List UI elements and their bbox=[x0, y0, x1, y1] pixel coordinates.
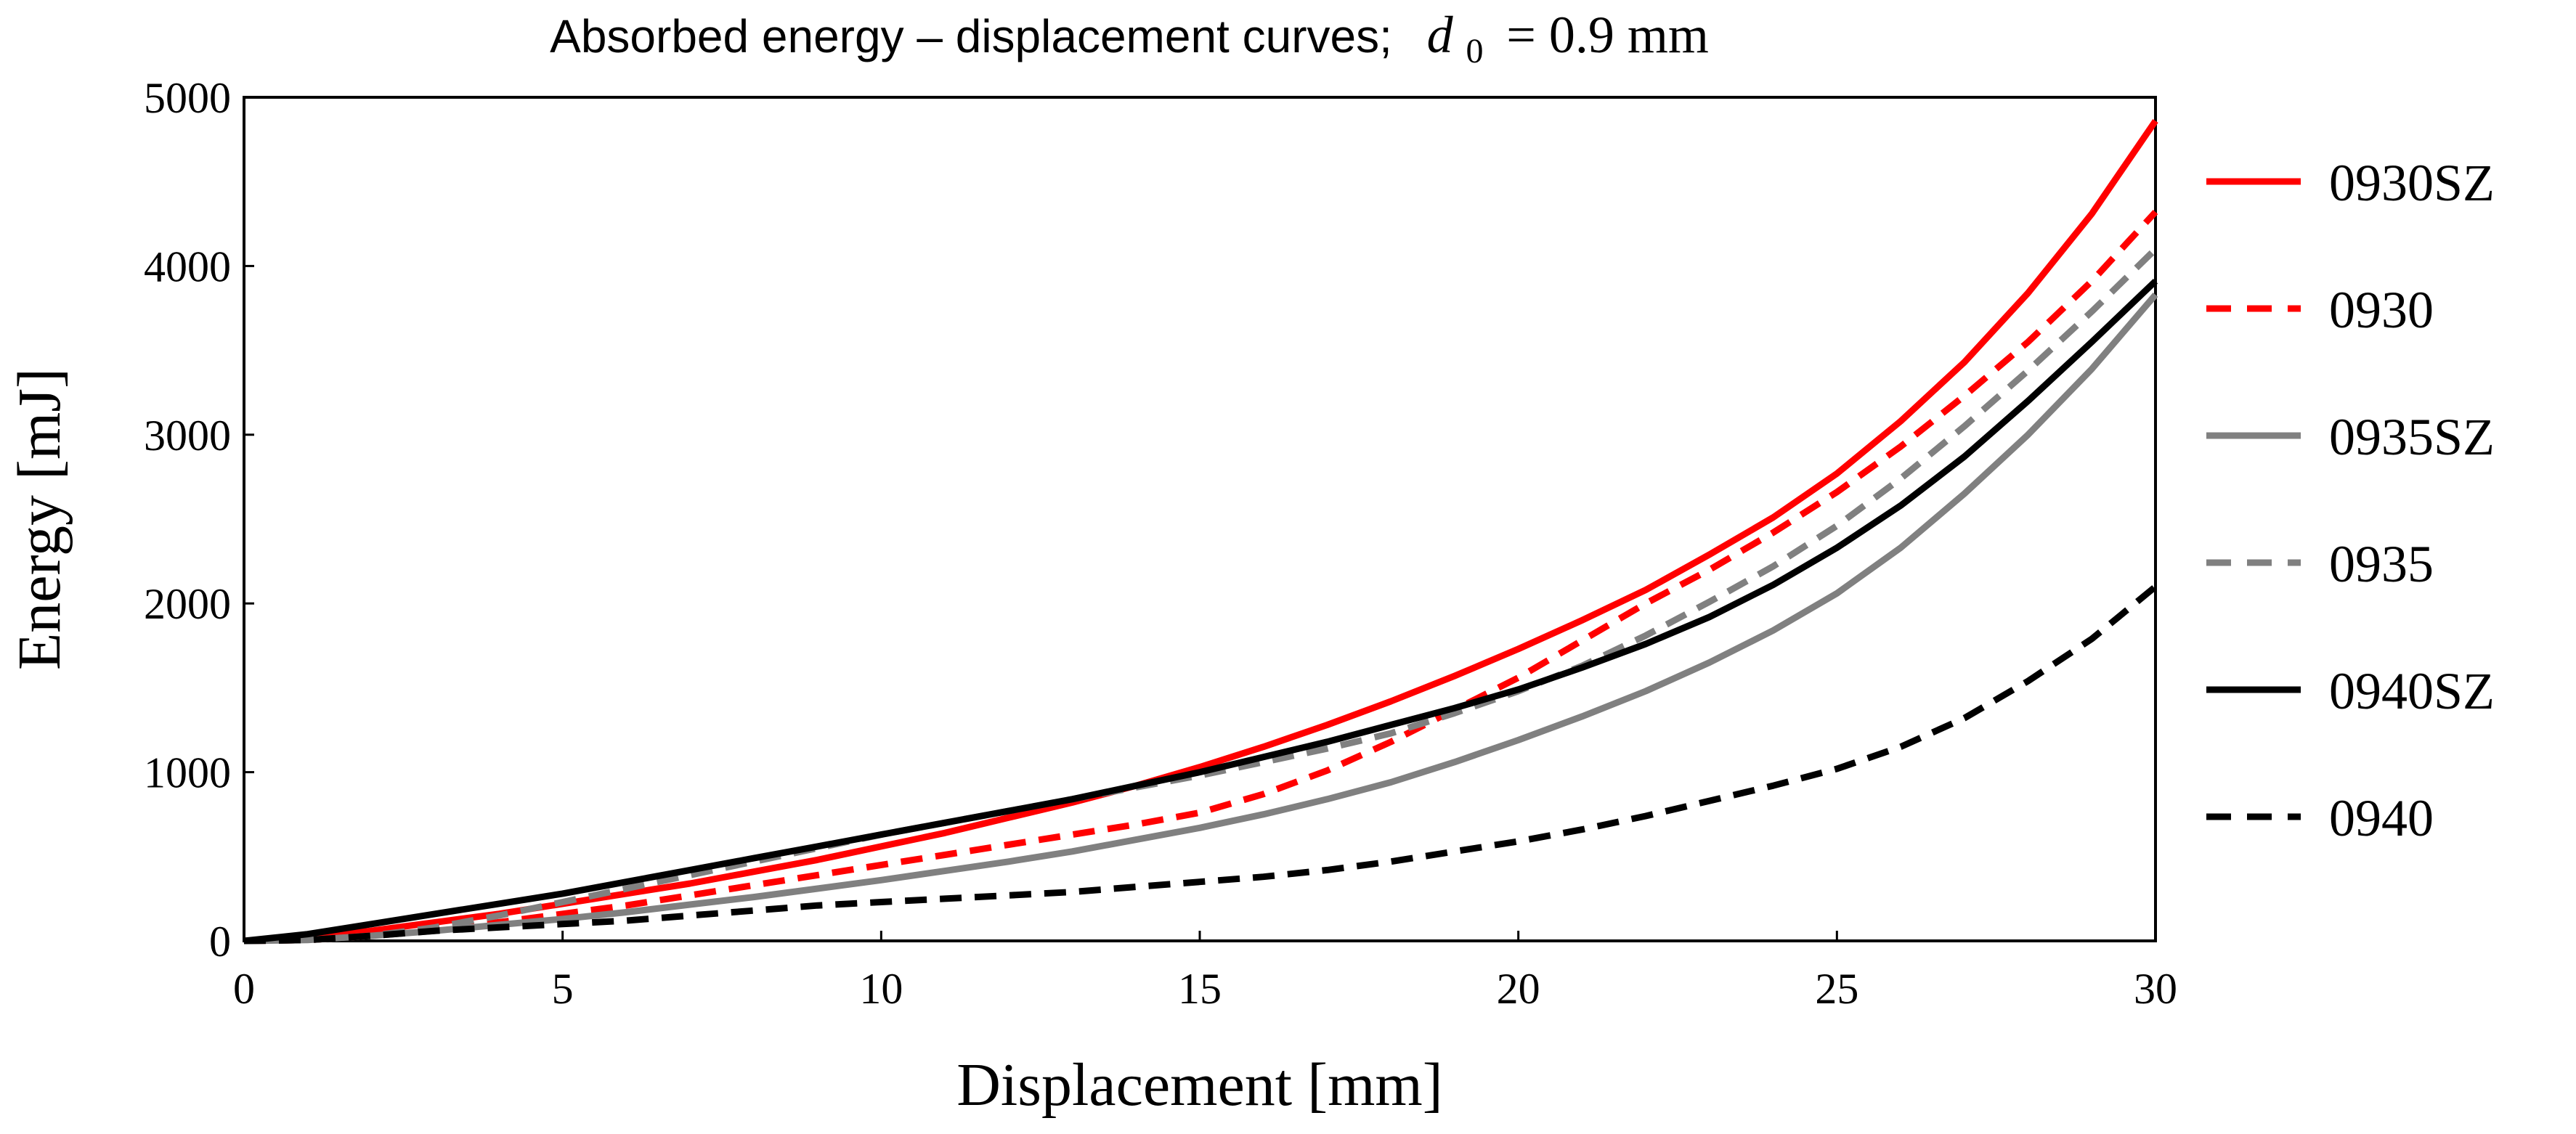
x-tick-label: 0 bbox=[233, 965, 255, 1013]
y-tick-label: 3000 bbox=[144, 412, 231, 460]
series-line-0935SZ bbox=[243, 292, 2158, 945]
chart-title: Absorbed energy – displacement curves; d… bbox=[550, 6, 1709, 73]
legend-label-0935SZ: 0935SZ bbox=[2329, 408, 2495, 466]
x-tick-label: 30 bbox=[2134, 965, 2177, 1013]
y-tick-label: 1000 bbox=[144, 749, 231, 797]
x-axis-label: Displacement [mm] bbox=[956, 1051, 1442, 1119]
series-line-0930SZ bbox=[243, 118, 2158, 945]
y-axis-label: Energy [mJ] bbox=[6, 368, 73, 670]
legend-label-0940: 0940 bbox=[2329, 789, 2434, 847]
x-tick-label: 5 bbox=[552, 965, 574, 1013]
y-tick-label: 4000 bbox=[144, 242, 231, 290]
x-axis-ticks: 0 5 10 15 20 25 30 bbox=[233, 931, 2177, 1013]
legend-label-0930: 0930 bbox=[2329, 281, 2434, 339]
y-tick-label: 0 bbox=[209, 918, 231, 966]
x-tick-label: 10 bbox=[859, 965, 903, 1013]
series-line-0930 bbox=[243, 209, 2158, 945]
legend-label-0940SZ: 0940SZ bbox=[2329, 662, 2495, 720]
plot-area-frame bbox=[243, 96, 2157, 942]
legend-label-0930SZ: 0930SZ bbox=[2329, 154, 2495, 212]
series-line-0940SZ bbox=[243, 279, 2158, 945]
x-tick-label: 25 bbox=[1815, 965, 1858, 1013]
legend-label-0935: 0935 bbox=[2329, 535, 2434, 593]
y-axis-ticks: 0 1000 2000 3000 4000 5000 bbox=[144, 74, 254, 966]
x-tick-label: 15 bbox=[1178, 965, 1222, 1013]
y-tick-label: 5000 bbox=[144, 74, 231, 122]
legend: 0930SZ 0930 0935SZ 0935 0940SZ 0940 bbox=[2206, 154, 2495, 847]
series-line-0940 bbox=[243, 584, 2158, 945]
y-tick-label: 2000 bbox=[144, 580, 231, 628]
x-tick-label: 20 bbox=[1497, 965, 1540, 1013]
series-line-0935 bbox=[243, 246, 2158, 945]
series-layer bbox=[243, 118, 2158, 945]
